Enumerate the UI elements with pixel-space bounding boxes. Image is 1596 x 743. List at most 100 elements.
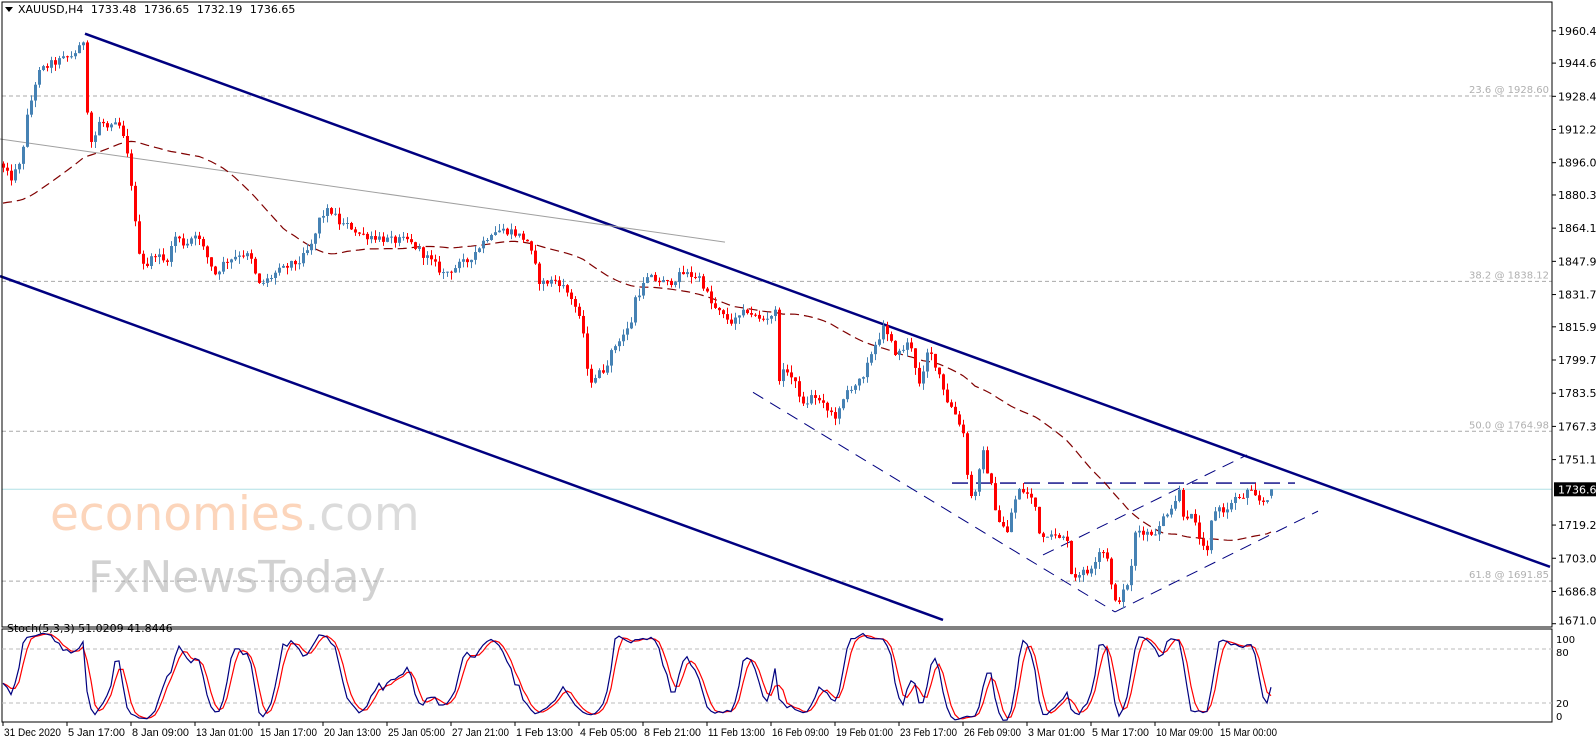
- bear-candle: [702, 276, 705, 289]
- price-tick-label: 1831.70: [1558, 289, 1596, 302]
- bear-candle: [938, 367, 941, 375]
- symbol-menu-triangle-icon[interactable]: [5, 7, 13, 12]
- bull-candle: [34, 84, 37, 101]
- bull-candle: [1214, 511, 1217, 521]
- stoch-axis-label: 20: [1556, 699, 1569, 710]
- bear-candle: [534, 250, 537, 264]
- watermark: economies.com FxNewsToday: [50, 487, 420, 603]
- bull-candle: [854, 385, 857, 390]
- bull-candle: [1014, 499, 1017, 513]
- bull-candle: [58, 58, 61, 65]
- bear-candle: [1106, 552, 1109, 559]
- bull-candle: [734, 317, 737, 324]
- bull-candle: [1174, 501, 1177, 509]
- bull-candle: [810, 395, 813, 404]
- bear-candle: [934, 353, 937, 368]
- bull-candle: [266, 278, 269, 283]
- bear-candle: [138, 221, 141, 254]
- bear-candle: [998, 510, 1001, 523]
- bull-candle: [1226, 509, 1229, 513]
- bear-candle: [182, 238, 185, 246]
- bear-candle: [1006, 526, 1009, 533]
- bear-candle: [566, 285, 569, 293]
- bull-candle: [334, 213, 337, 215]
- bear-candle: [210, 257, 213, 267]
- bull-candle: [418, 247, 421, 249]
- bear-candle: [162, 254, 165, 261]
- stochastic-label: Stoch(5,3,3) 51.0209 41.8446: [7, 622, 173, 635]
- bull-candle: [1122, 589, 1125, 602]
- bull-candle: [150, 256, 153, 266]
- bear-candle: [450, 271, 453, 273]
- bull-candle: [1098, 552, 1101, 562]
- bull-candle: [62, 56, 65, 59]
- bull-candle: [982, 450, 985, 470]
- bar-low: 1732.19: [196, 3, 243, 16]
- stoch-name: Stoch(5,3,3): [7, 622, 75, 635]
- bull-candle: [426, 255, 429, 258]
- bear-candle: [894, 340, 897, 356]
- time-tick-label: 13 Jan 01:00: [196, 727, 253, 739]
- bull-candle: [98, 121, 101, 136]
- time-tick-label: 11 Feb 13:00: [708, 727, 765, 739]
- bull-candle: [170, 246, 173, 262]
- bear-candle: [706, 288, 709, 292]
- time-tick-label: 15 Jan 17:00: [260, 727, 317, 739]
- time-tick-label: 26 Feb 09:00: [964, 727, 1021, 739]
- lower-channel-line: [0, 274, 944, 622]
- upper-channel-line: [84, 32, 1551, 569]
- watermark-economies: economies.com: [50, 487, 420, 542]
- bull-candle: [326, 208, 329, 216]
- bear-candle: [1222, 507, 1225, 513]
- bull-candle: [114, 122, 117, 125]
- bull-candle: [262, 282, 265, 284]
- bear-candle: [1182, 490, 1185, 517]
- fib-level-label: 50.0 @ 1764.98: [1469, 420, 1549, 431]
- bull-candle: [618, 341, 621, 347]
- bear-candle: [130, 153, 133, 186]
- bull-candle: [646, 277, 649, 283]
- bull-candle: [302, 253, 305, 264]
- bear-candle: [374, 236, 377, 240]
- bear-candle: [142, 253, 145, 264]
- bull-candle: [50, 60, 53, 68]
- bull-candle: [1234, 496, 1237, 504]
- bull-candle: [550, 279, 553, 284]
- bear-candle: [946, 389, 949, 403]
- bear-candle: [214, 266, 217, 275]
- price-axis: 1960.40 1944.65 1928.45 1912.25 1896.05 1880.…: [1552, 25, 1596, 628]
- time-tick-label: 3 Mar 01:00: [1028, 727, 1085, 739]
- bull-candle: [626, 328, 629, 335]
- fib-level-label: 23.6 @ 1928.60: [1469, 85, 1549, 96]
- bull-candle: [634, 297, 637, 323]
- bear-candle: [410, 239, 413, 243]
- bear-candle: [1186, 516, 1189, 519]
- bull-candle: [1082, 569, 1085, 576]
- bull-candle: [598, 370, 601, 379]
- bull-candle: [310, 243, 313, 251]
- bear-candle: [414, 242, 417, 249]
- bull-candle: [874, 344, 877, 355]
- wedge-upper-ascending-line: [1042, 454, 1248, 556]
- bear-candle: [146, 263, 149, 266]
- bear-candle: [102, 121, 105, 124]
- bear-candle: [578, 306, 581, 316]
- bull-candle: [1210, 520, 1213, 551]
- bull-candle: [490, 234, 493, 241]
- bear-candle: [762, 318, 765, 320]
- bear-candle: [106, 123, 109, 128]
- bull-candle: [542, 280, 545, 284]
- bear-candle: [914, 348, 917, 368]
- bear-candle: [962, 424, 965, 434]
- bear-candle: [970, 474, 973, 497]
- bull-candle: [1170, 508, 1173, 515]
- bull-candle: [222, 261, 225, 272]
- bull-candle: [1094, 561, 1097, 569]
- bear-candle: [1118, 600, 1121, 602]
- bear-candle: [66, 56, 69, 58]
- bear-candle: [790, 372, 793, 378]
- bull-candle: [298, 263, 301, 265]
- bull-candle: [454, 268, 457, 273]
- bear-candle: [6, 167, 9, 171]
